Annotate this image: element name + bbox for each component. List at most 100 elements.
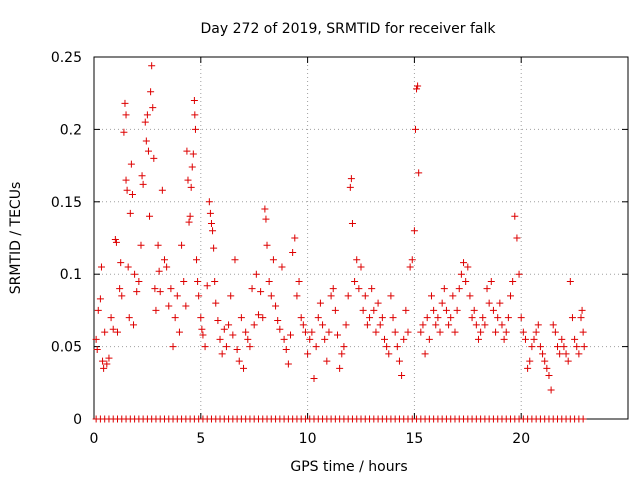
data-point-219 xyxy=(489,306,497,314)
data-point-234 xyxy=(521,335,529,343)
data-point-162 xyxy=(372,328,380,336)
data-point-169 xyxy=(387,292,395,300)
data-point-261 xyxy=(578,306,586,314)
y-axis-label: SRMTID / TECUs xyxy=(8,182,24,295)
y-tick-label-0: 0 xyxy=(73,412,82,428)
data-point-135 xyxy=(316,299,324,307)
data-point-227 xyxy=(507,292,515,300)
data-point-71 xyxy=(193,256,201,264)
data-point-3 xyxy=(96,295,104,303)
data-point-239 xyxy=(532,328,540,336)
data-point-38 xyxy=(144,147,152,155)
data-point-129 xyxy=(304,350,312,358)
data-point-98 xyxy=(240,364,248,372)
data-point-158 xyxy=(363,321,371,329)
y-axis-ticks: 0 0.05 0.1 0.15 0.2 0.25 xyxy=(51,50,628,428)
data-point-149 xyxy=(346,183,354,191)
data-point-220 xyxy=(492,328,500,336)
data-point-144 xyxy=(336,364,344,372)
data-point-263 xyxy=(580,343,588,351)
data-point-188 xyxy=(423,314,431,322)
data-point-198 xyxy=(445,321,453,329)
data-point-140 xyxy=(327,292,335,300)
data-point-201 xyxy=(451,328,459,336)
data-point-248 xyxy=(551,328,559,336)
data-point-218 xyxy=(487,277,495,285)
data-point-73 xyxy=(195,292,203,300)
data-point-232 xyxy=(517,314,525,322)
data-point-189 xyxy=(425,335,433,343)
data-point-25 xyxy=(126,209,134,217)
data-point-194 xyxy=(436,328,444,336)
grid-lines xyxy=(94,57,628,419)
data-point-104 xyxy=(252,270,260,278)
data-point-123 xyxy=(291,234,299,242)
zero-point-114 xyxy=(579,415,587,423)
data-point-9 xyxy=(105,354,113,362)
data-point-259 xyxy=(575,350,583,358)
data-point-30 xyxy=(133,288,141,296)
data-point-175 xyxy=(400,335,408,343)
data-point-165 xyxy=(378,314,386,322)
data-point-91 xyxy=(225,321,233,329)
data-point-200 xyxy=(449,292,457,300)
data-point-168 xyxy=(385,350,393,358)
data-point-87 xyxy=(216,335,224,343)
data-point-53 xyxy=(167,285,175,293)
data-point-170 xyxy=(389,314,397,322)
data-point-134 xyxy=(314,314,322,322)
data-point-245 xyxy=(545,372,553,380)
data-point-131 xyxy=(308,328,316,336)
data-point-156 xyxy=(359,306,367,314)
data-point-222 xyxy=(496,299,504,307)
data-point-191 xyxy=(430,306,438,314)
y-tick-label-2: 0.1 xyxy=(60,267,82,283)
data-point-174 xyxy=(398,372,406,380)
data-point-211 xyxy=(472,321,480,329)
data-point-21 xyxy=(122,176,130,184)
data-point-58 xyxy=(178,241,186,249)
data-point-93 xyxy=(229,331,237,339)
data-point-231 xyxy=(515,270,523,278)
data-point-4 xyxy=(97,263,105,271)
data-point-97 xyxy=(237,314,245,322)
data-point-17 xyxy=(118,292,126,300)
data-point-160 xyxy=(368,285,376,293)
data-point-236 xyxy=(526,357,534,365)
data-point-2 xyxy=(94,306,102,314)
data-point-44 xyxy=(151,285,159,293)
data-point-193 xyxy=(434,314,442,322)
data-point-150 xyxy=(347,175,355,183)
data-point-204 xyxy=(457,270,465,278)
data-point-15 xyxy=(116,285,124,293)
data-point-209 xyxy=(468,314,476,322)
data-point-72 xyxy=(194,277,202,285)
data-point-161 xyxy=(370,306,378,314)
data-point-64 xyxy=(186,212,194,220)
chart-title: Day 272 of 2019, SRMTID for receiver fal… xyxy=(201,21,497,37)
data-point-203 xyxy=(455,285,463,293)
data-point-89 xyxy=(220,325,228,333)
data-point-56 xyxy=(173,292,181,300)
data-point-184 xyxy=(415,169,423,177)
data-point-143 xyxy=(334,331,342,339)
data-point-52 xyxy=(165,302,173,310)
data-point-224 xyxy=(500,335,508,343)
data-point-138 xyxy=(323,357,331,365)
data-point-50 xyxy=(160,256,168,264)
data-point-125 xyxy=(295,277,303,285)
data-point-147 xyxy=(342,321,350,329)
data-point-49 xyxy=(158,186,166,194)
data-point-246 xyxy=(547,386,555,394)
data-point-256 xyxy=(568,314,576,322)
data-point-81 xyxy=(207,220,215,228)
data-point-257 xyxy=(571,335,579,343)
data-points xyxy=(92,62,588,423)
plot-border xyxy=(93,56,629,420)
data-point-68 xyxy=(190,96,198,104)
data-point-35 xyxy=(141,118,149,126)
data-point-241 xyxy=(536,343,544,351)
x-tick-label-1: 5 xyxy=(196,431,205,447)
data-point-260 xyxy=(577,314,585,322)
